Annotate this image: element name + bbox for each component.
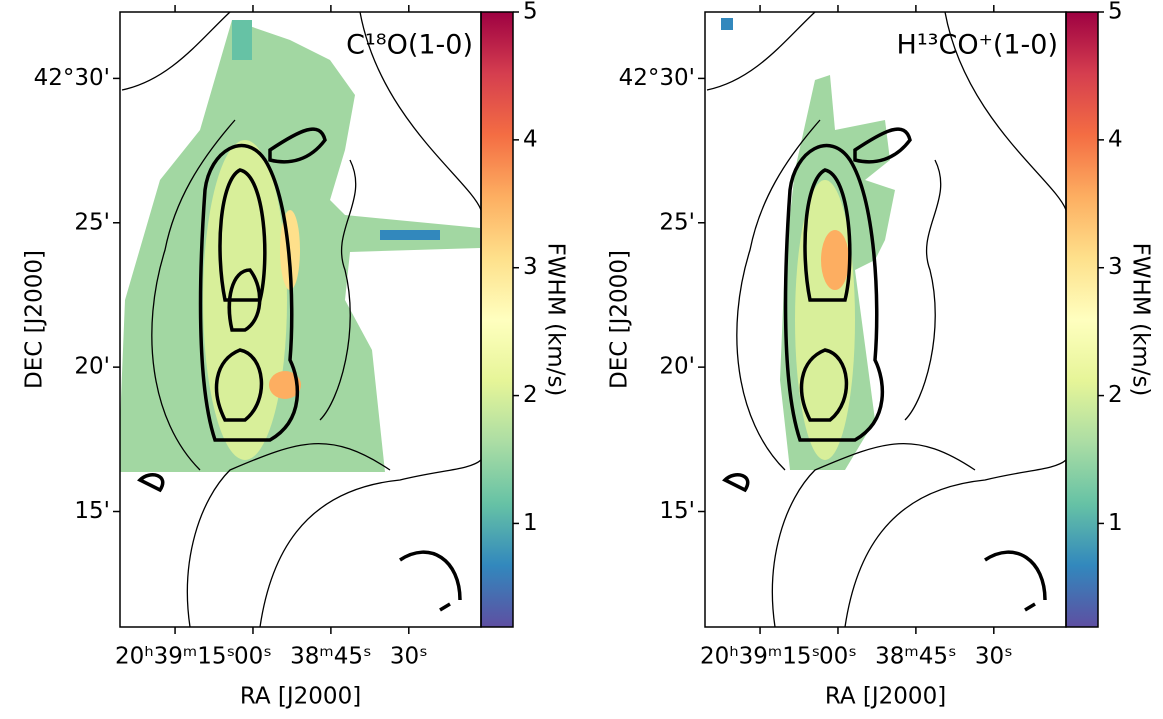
colorbar-tick-label: 3 <box>1108 254 1123 280</box>
map-image <box>120 12 481 627</box>
y-tick-label: 15' <box>659 498 695 524</box>
x-axis-label: RA [J2000] <box>825 684 946 710</box>
panel-title: H¹³CO⁺(1-0) <box>897 30 1058 61</box>
x-tick-label: 38ᵐ45ˢ <box>875 644 956 670</box>
map-image <box>706 12 1066 627</box>
colorbar-tick-label: 3 <box>523 254 538 280</box>
colorbar-label: FWHM (km/s) <box>543 243 569 397</box>
colorbar-tick-label: 5 <box>1108 0 1123 25</box>
x-tick-label: 00ˢ <box>234 644 272 670</box>
colorbar-tick-label: 2 <box>1108 382 1123 408</box>
y-tick-label: 20' <box>659 354 695 380</box>
x-tick-label: 30ˢ <box>390 644 428 670</box>
panel-title: C¹⁸O(1-0) <box>346 30 473 61</box>
y-tick-label: 20' <box>74 354 110 380</box>
y-tick-label: 15' <box>74 498 110 524</box>
x-tick-label: 20ʰ39ᵐ15ˢ <box>700 644 820 670</box>
y-tick-label: 42°30' <box>619 65 695 91</box>
y-tick-label: 25' <box>659 209 695 235</box>
y-axis-label: DEC [J2000] <box>607 250 633 389</box>
x-axis-label: RA [J2000] <box>240 684 361 710</box>
colorbar <box>480 11 514 628</box>
colorbar <box>1065 11 1099 628</box>
y-axis-label: DEC [J2000] <box>22 250 48 389</box>
colorbar-tick-label: 4 <box>523 126 538 152</box>
colorbar-label: FWHM (km/s) <box>1128 243 1154 397</box>
colorbar-tick-label: 2 <box>523 382 538 408</box>
colorbar-tick-label: 4 <box>1108 126 1123 152</box>
colorbar-tick-label: 5 <box>523 0 538 25</box>
axes-frame <box>119 11 482 628</box>
y-tick-label: 25' <box>74 209 110 235</box>
x-tick-label: 00ˢ <box>819 644 857 670</box>
y-tick-label: 42°30' <box>34 65 110 91</box>
x-tick-label: 20ʰ39ᵐ15ˢ <box>115 644 235 670</box>
x-tick-label: 38ᵐ45ˢ <box>290 644 371 670</box>
axes-frame <box>704 11 1067 628</box>
x-tick-label: 30ˢ <box>975 644 1013 670</box>
colorbar-tick-label: 1 <box>1108 510 1123 536</box>
colorbar-tick-label: 1 <box>523 510 538 536</box>
